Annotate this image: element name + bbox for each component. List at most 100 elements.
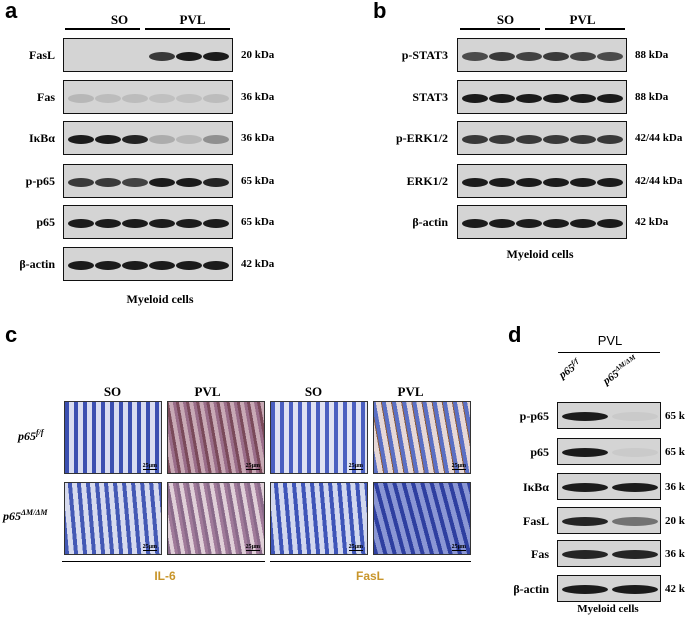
panel-d-band [612, 412, 658, 421]
panel-a-band [95, 219, 121, 228]
panel-b-group-pvl: PVL [569, 12, 596, 27]
panel-a-band [122, 219, 148, 228]
panel-d-kda: 36 kDa [665, 481, 685, 493]
panel-a-label: a [5, 0, 18, 23]
panel-a-blot [63, 247, 233, 281]
panel-b-band [489, 135, 515, 144]
panel-c-tile: 25μm [167, 482, 265, 555]
panel-d-blot [557, 438, 661, 465]
panel-c-scale-bar: 25μm [245, 463, 261, 470]
panel-c-fasl-bar [270, 561, 471, 562]
panel-d-band [612, 550, 658, 559]
panel-b-band [516, 219, 542, 228]
panel-a-band [68, 94, 94, 103]
panel-a-band [95, 178, 121, 187]
panel-b-caption: Myeloid cells [506, 247, 574, 261]
panel-d-row-label: p65 [530, 445, 549, 459]
panel-a-band [149, 52, 175, 61]
panel-c-scale-bar: 25μm [348, 463, 364, 470]
panel-a-band [203, 135, 229, 144]
panel-b-band [516, 94, 542, 103]
panel-b-band [570, 52, 596, 61]
panel-c-tile: 25μm [64, 482, 162, 555]
panel-b-band [597, 52, 623, 61]
panel-d-band [562, 448, 608, 457]
panel-b-row-label: p-ERK1/2 [395, 131, 448, 145]
panel-a-row-label: IκBα [28, 131, 55, 145]
panel-b-band [597, 178, 623, 187]
panel-b-kda: 88 kDa [635, 49, 669, 61]
panel-c-col-1: SO [103, 384, 122, 399]
panel-a-band [95, 261, 121, 270]
panel-c-tile: 25μm [270, 482, 368, 555]
panel-b-row-label: STAT3 [412, 90, 448, 104]
panel-a-band [203, 94, 229, 103]
panel-c-scale-bar: 25μm [451, 463, 467, 470]
panel-a-band [176, 178, 202, 187]
panel-a-band [95, 94, 121, 103]
panel-d-blot [557, 473, 661, 500]
panel-d-band [562, 412, 608, 421]
panel-d-caption: Myeloid cells [577, 603, 639, 615]
panel-a-band [176, 261, 202, 270]
panel-c-col-3: SO [304, 384, 323, 399]
panel-c-scale-bar: 25μm [245, 544, 261, 551]
panel-d-band [562, 550, 608, 559]
panel-c-scale-bar: 25μm [142, 544, 158, 551]
panel-b-band [489, 219, 515, 228]
panel-b-row-label: p-STAT3 [401, 48, 448, 62]
panel-b-band [543, 135, 569, 144]
panel-b-band [462, 178, 488, 187]
panel-b-row-label: ERK1/2 [406, 174, 448, 188]
panel-b-band [597, 94, 623, 103]
panel-a-group-so: SO [110, 12, 129, 27]
panel-a-band [68, 219, 94, 228]
panel-a-band [203, 178, 229, 187]
panel-a-band [68, 261, 94, 270]
panel-d-band [612, 483, 658, 492]
panel-d-kda: 36 kDa [665, 548, 685, 560]
panel-b-band [489, 52, 515, 61]
panel-a-band [149, 135, 175, 144]
panel-a-band [176, 135, 202, 144]
panel-d-label: d [508, 322, 522, 347]
panel-a-band [68, 178, 94, 187]
panel-a-band [149, 178, 175, 187]
panel-d-blot [557, 540, 661, 567]
panel-d-row-label: p-p65 [519, 409, 549, 423]
panel-a-band [149, 261, 175, 270]
panel-b-band [597, 219, 623, 228]
panel-b-band [489, 178, 515, 187]
panel-c-label: c [5, 322, 18, 347]
panel-a-band [122, 178, 148, 187]
panel-b-band [570, 219, 596, 228]
panel-a-band [203, 219, 229, 228]
panel-b-kda: 42/44 kDa [635, 132, 683, 144]
panel-c-row-dm: p65ΔM/ΔM [3, 508, 48, 523]
panel-b-blot [457, 164, 627, 198]
panel-a-band [122, 94, 148, 103]
panel-c-col-4: PVL [397, 384, 424, 399]
panel-b-band [516, 135, 542, 144]
panel-b-so-bar [460, 28, 540, 30]
panel-d-band [562, 517, 608, 526]
panel-a-blot [63, 205, 233, 239]
panel-a-kda: 36 kDa [241, 132, 275, 144]
panel-a-band [149, 94, 175, 103]
panel-a-blot [63, 80, 233, 114]
panel-b-band [570, 94, 596, 103]
panel-b-band [516, 52, 542, 61]
panel-b-band [570, 135, 596, 144]
panel-c-scale-bar: 25μm [348, 544, 364, 551]
panel-d-group-bar [558, 352, 660, 353]
panel-a-band [122, 135, 148, 144]
panel-a-row-label: FasL [28, 48, 55, 62]
panel-a-kda: 20 kDa [241, 49, 275, 61]
panel-d-kda: 65 kDa [665, 410, 685, 422]
panel-c-row-ff: p65f/f [18, 428, 44, 443]
panel-b-blot [457, 205, 627, 239]
panel-b-band [462, 219, 488, 228]
panel-a-pvl-bar [145, 28, 230, 30]
panel-a-blot [63, 164, 233, 198]
panel-b-row-label: β-actin [412, 215, 448, 229]
